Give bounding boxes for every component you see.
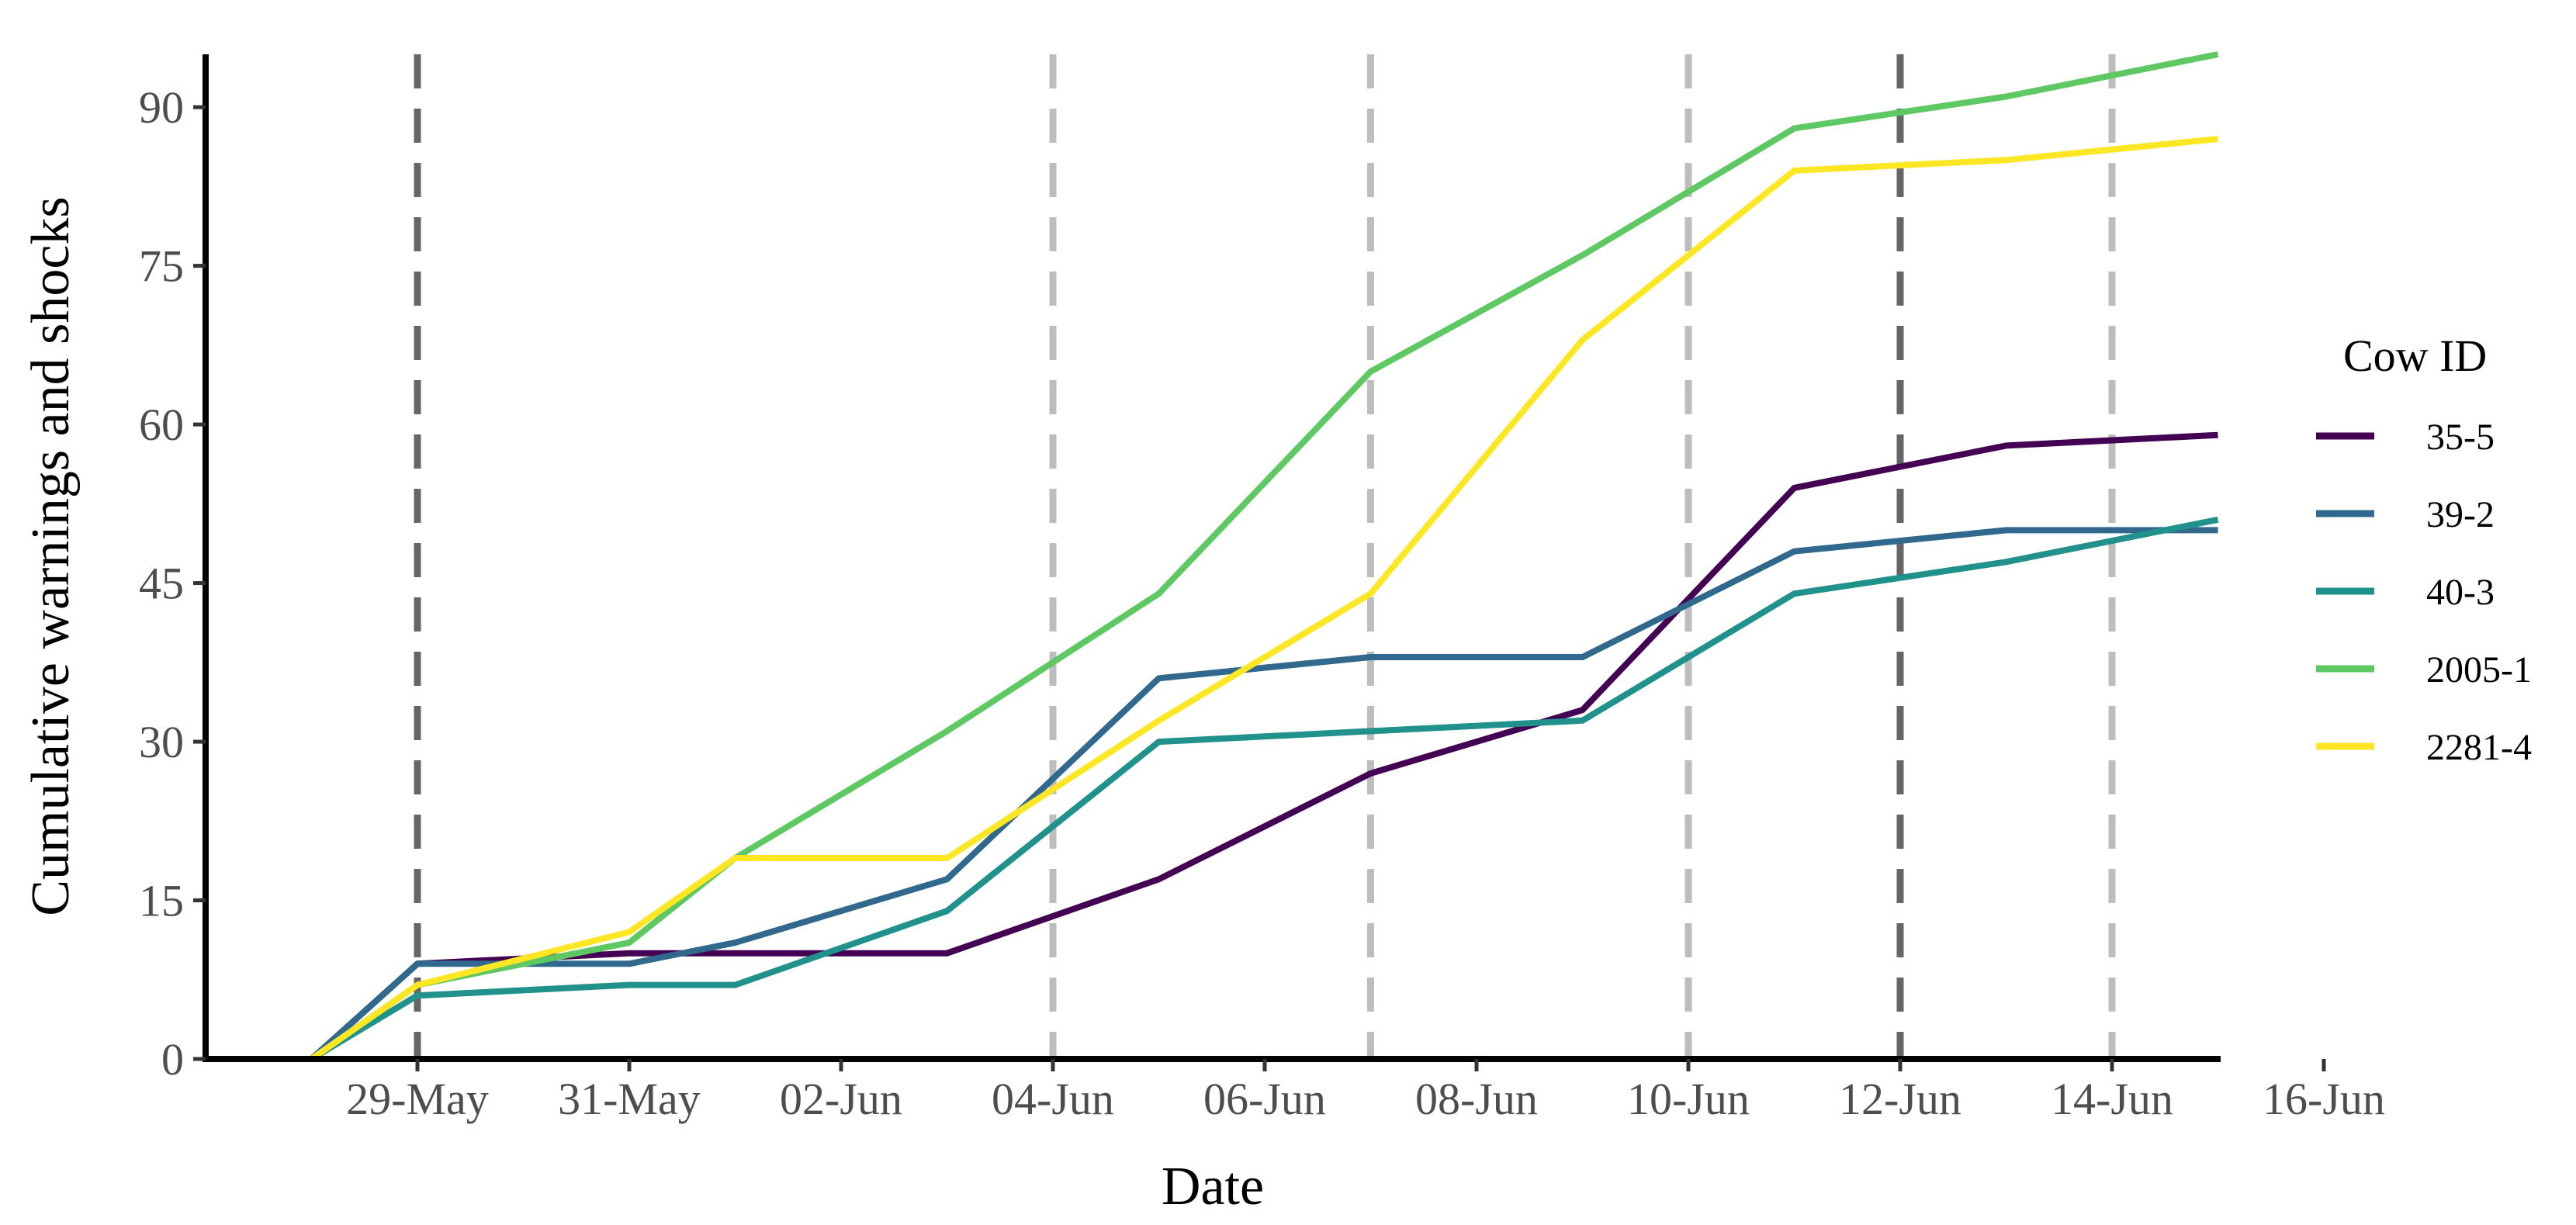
x-tick-label: 06-Jun (1203, 1074, 1326, 1124)
legend: Cow ID 35-5 39-2 40-3 2005-1 2281-4 (2316, 330, 2532, 768)
y-axis-title: Cumulative warnings and shocks (21, 196, 81, 915)
y-tick-label: 0 (161, 1034, 184, 1085)
x-tick-label: 14-Jun (2051, 1074, 2173, 1124)
x-tick-label: 29-May (346, 1074, 489, 1124)
x-tick-label: 10-Jun (1627, 1074, 1750, 1124)
legend-label-2005-1: 2005-1 (2426, 649, 2532, 690)
series-lines (309, 51, 2219, 1062)
x-tick-label: 08-Jun (1415, 1074, 1538, 1124)
x-tick-label: 04-Jun (992, 1074, 1114, 1124)
reference-lines (414, 54, 2116, 1059)
y-tick-label: 15 (139, 876, 184, 926)
x-tick-label: 02-Jun (780, 1074, 902, 1124)
legend-label-40-3: 40-3 (2426, 572, 2495, 613)
series-line-2281-4 (310, 136, 2218, 1062)
y-tick-label: 30 (139, 717, 184, 767)
series-line-39-2 (309, 527, 2218, 1061)
x-axis-title: Date (1162, 1157, 1264, 1216)
legend-label-2281-4: 2281-4 (2426, 727, 2532, 768)
legend-label-35-5: 35-5 (2426, 417, 2495, 458)
y-tick-label: 45 (139, 559, 184, 609)
legend-label-39-2: 39-2 (2426, 494, 2495, 535)
y-tick-label: 90 (139, 82, 184, 133)
x-tick-label: 16-Jun (2263, 1074, 2385, 1124)
y-ticks: 0 15 30 45 60 75 90 (139, 82, 206, 1085)
series-line-40-3 (310, 516, 2219, 1062)
x-tick-label: 31-May (558, 1074, 701, 1124)
x-ticks: 29-May 31-May 02-Jun 04-Jun 06-Jun 08-Jun 10-J… (346, 1059, 2385, 1124)
series-line-2005-1 (310, 51, 2219, 1062)
y-tick-label: 60 (139, 400, 184, 450)
x-tick-label: 12-Jun (1839, 1074, 1961, 1124)
y-tick-label: 75 (139, 241, 184, 292)
axes (203, 54, 2221, 1062)
legend-title: Cow ID (2343, 330, 2487, 381)
